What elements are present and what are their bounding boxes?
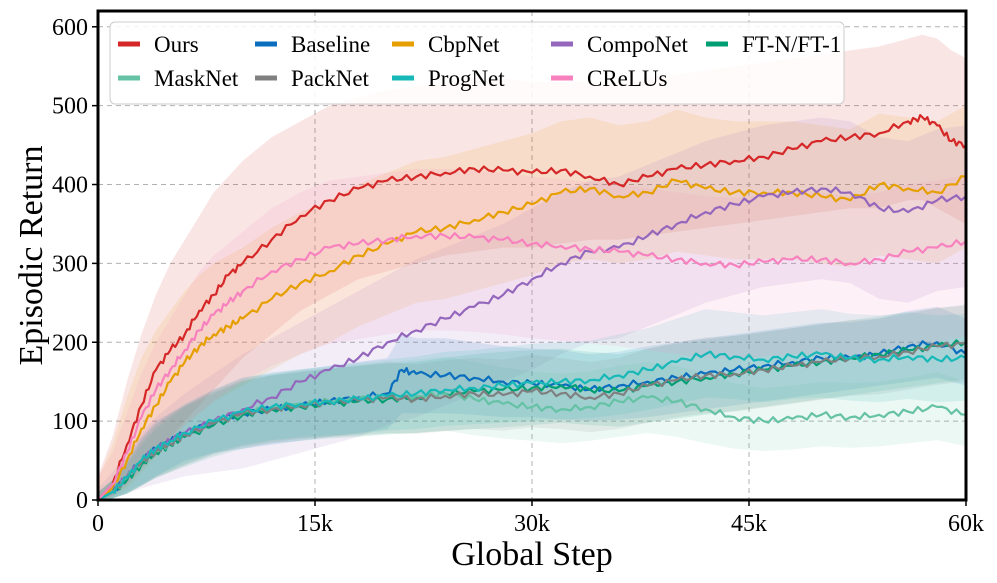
legend-label: CReLUs <box>587 66 668 91</box>
band-masknet <box>98 356 966 500</box>
line-packnet <box>97 341 967 501</box>
line-cbpnet <box>97 175 967 501</box>
y-tick-label: 200 <box>52 330 88 356</box>
band-prognet <box>98 309 966 500</box>
legend-item-baseline: Baseline <box>255 32 370 57</box>
x-tick-label: 30k <box>514 511 550 537</box>
legend: Ours Baseline CbpNet CompoNet FT-N/FT-1 MaskN… <box>109 21 845 105</box>
line-ours <box>97 114 967 501</box>
y-axis-ticks: 0 100 200 300 400 500 600 <box>52 15 98 514</box>
y-axis-title: Episodic Return <box>13 145 50 365</box>
y-tick-label: 300 <box>52 251 88 277</box>
legend-item-crelus: CReLUs <box>551 66 668 91</box>
line-ft-n-ft-1 <box>97 339 967 501</box>
legend-item-ft-n-ft-1: FT-N/FT-1 <box>706 32 841 57</box>
x-tick-label: 60k <box>948 511 984 537</box>
legend-item-packnet: PackNet <box>255 66 370 91</box>
y-tick-label: 600 <box>52 15 88 41</box>
y-tick-label: 500 <box>52 94 88 120</box>
legend-label: PackNet <box>291 66 370 91</box>
legend-label: Ours <box>154 32 199 57</box>
line-prognet <box>97 350 967 501</box>
legend-label: Baseline <box>291 32 370 57</box>
band-ours <box>98 34 966 500</box>
y-tick-label: 100 <box>52 409 88 435</box>
x-tick-label: 15k <box>297 511 333 537</box>
legend-box <box>109 21 845 105</box>
band-crelus <box>98 168 966 500</box>
legend-item-masknet: MaskNet <box>118 66 239 91</box>
line-crelus <box>97 232 967 501</box>
line-baseline <box>97 340 967 501</box>
x-axis-title: Global Step <box>451 536 612 573</box>
y-tick-label: 0 <box>76 488 88 514</box>
legend-label: MaskNet <box>154 66 239 91</box>
x-axis-ticks: 0 15k 30k 45k 60k <box>92 500 984 537</box>
x-tick-label: 45k <box>731 511 767 537</box>
legend-item-prognet: ProgNet <box>392 66 505 91</box>
band-cbpnet <box>98 105 966 500</box>
legend-item-cbpnet: CbpNet <box>392 32 500 57</box>
legend-label: FT-N/FT-1 <box>742 32 841 57</box>
legend-label: CbpNet <box>428 32 500 57</box>
legend-label: CompoNet <box>587 32 689 57</box>
x-tick-label: 0 <box>92 511 104 537</box>
legend-label: ProgNet <box>428 66 505 91</box>
y-tick-label: 400 <box>52 173 88 199</box>
band-ft-n-ft-1 <box>98 304 966 500</box>
series-lines <box>97 114 967 501</box>
legend-item-ours: Ours <box>118 32 199 57</box>
legend-item-componet: CompoNet <box>551 32 689 57</box>
